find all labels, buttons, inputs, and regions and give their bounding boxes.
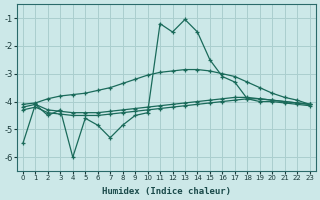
X-axis label: Humidex (Indice chaleur): Humidex (Indice chaleur) <box>102 187 231 196</box>
